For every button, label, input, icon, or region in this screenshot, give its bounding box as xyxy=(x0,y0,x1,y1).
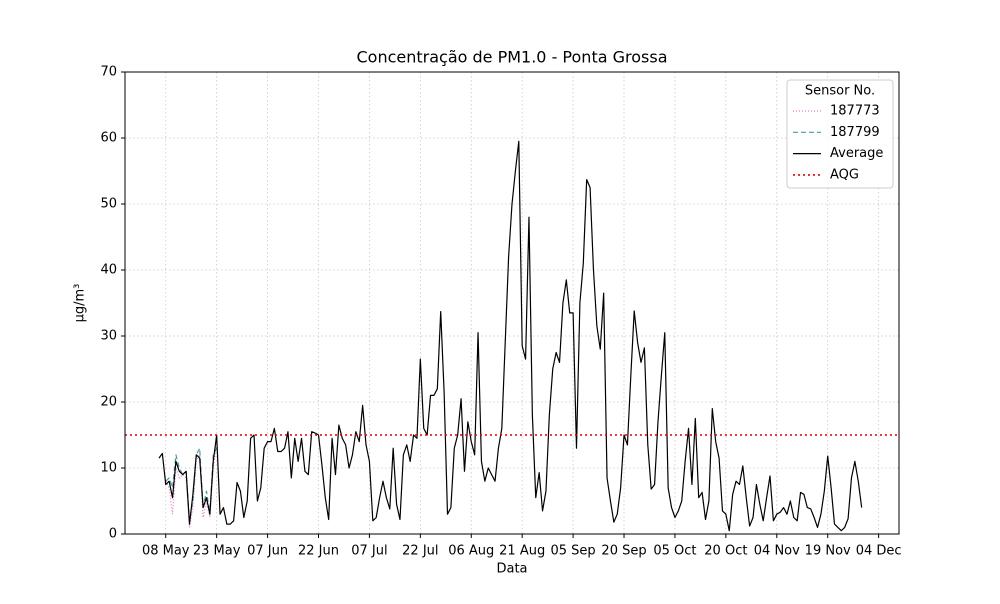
y-axis-label: µg/m³ xyxy=(73,284,88,323)
x-tick-label: 05 Oct xyxy=(653,544,696,559)
x-tick-label: 08 May xyxy=(142,544,190,559)
x-tick-label: 21 Aug xyxy=(499,544,545,559)
axes-frame xyxy=(124,71,900,535)
y-tick-label: 70 xyxy=(100,65,117,80)
chart-title: Concentração de PM1.0 - Ponta Grossa xyxy=(356,48,667,67)
y-tick-label: 0 xyxy=(109,527,117,542)
legend-label: AQG xyxy=(830,167,859,182)
y-tick-label: 30 xyxy=(100,329,117,344)
x-tick-label: 06 Aug xyxy=(448,544,494,559)
x-tick-label: 20 Sep xyxy=(601,544,646,559)
x-tick-label: 22 Jul xyxy=(402,544,438,559)
x-tick-label: 04 Dec xyxy=(856,544,902,559)
axes: 0 10 20 30 40 50 60 70 08 May 23 May 07 Jun 22 Jun 0… xyxy=(100,65,901,559)
y-tick-label: 60 xyxy=(100,131,117,146)
x-tick-label: 05 Sep xyxy=(551,544,596,559)
legend: Sensor No. 187773 187799 Average AQG xyxy=(786,79,894,189)
legend-box xyxy=(786,79,894,189)
legend-label: 187773 xyxy=(830,104,880,119)
legend-label: Average xyxy=(830,146,883,161)
series-line xyxy=(158,140,863,532)
legend-label: 187799 xyxy=(830,125,880,140)
plot-area xyxy=(125,140,899,532)
x-tick-label: 07 Jun xyxy=(247,544,288,559)
x-tick-label: 23 May xyxy=(193,544,241,559)
x-tick-label: 19 Nov xyxy=(805,544,851,559)
series-line xyxy=(165,441,218,528)
y-tick-label: 10 xyxy=(100,461,117,476)
x-tick-label: 22 Jun xyxy=(298,544,339,559)
y-tick-label: 50 xyxy=(100,197,117,212)
y-tick-label: 20 xyxy=(100,395,117,410)
x-axis-label: Data xyxy=(496,562,527,577)
x-tick-label: 07 Jul xyxy=(351,544,387,559)
x-tick-label: 04 Nov xyxy=(754,544,800,559)
y-tick-label: 40 xyxy=(100,263,117,278)
x-tick-label: 20 Oct xyxy=(704,544,747,559)
legend-title: Sensor No. xyxy=(805,84,875,99)
